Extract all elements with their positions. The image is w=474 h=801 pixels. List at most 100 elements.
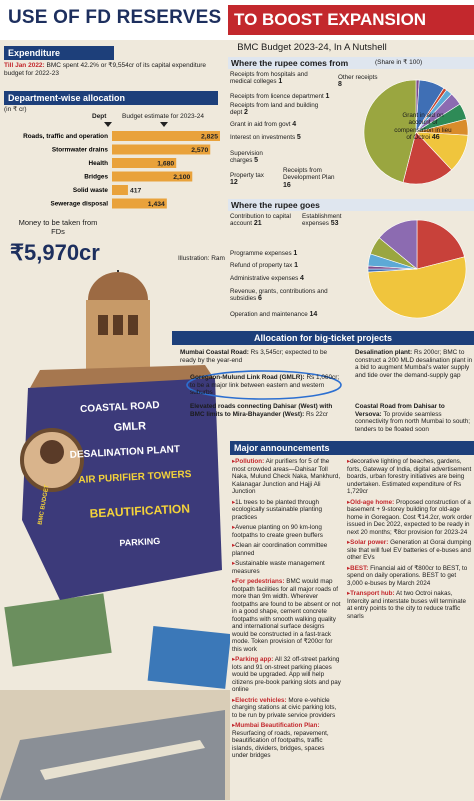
ellipse [186, 370, 342, 400]
sign-text: PARKING [119, 536, 160, 548]
pie-label: Interest on investments 5 [230, 134, 320, 141]
announcements-left: Pollution: Air purifiers for 5 of the mo… [232, 458, 342, 800]
project: Goregaon-Mulund Link Road (GMLR): Rs 1,0… [190, 374, 340, 397]
announcement-text: Air purifiers for 5 of the most crowded … [232, 458, 341, 495]
project: Elevated roads connecting Dahisar (West)… [190, 403, 340, 418]
pie-label-text: Refund of property tax [230, 262, 293, 269]
announcements-right: decorative lighting of beaches, gardens,… [347, 458, 472, 800]
pie-label-value: 4 [292, 121, 297, 128]
pie-label: Receipts from land and building dept 2 [230, 102, 320, 117]
pie-label: Contribution to capital account 21 [230, 213, 292, 228]
pie-label-value: 4 [300, 275, 304, 282]
announcement-lead: Transport hub: [350, 590, 395, 597]
announcement-text: Financial aid of ₹800cr to BEST, to spen… [347, 564, 468, 587]
category-label: Roads, traffic and operation [23, 133, 108, 140]
pie-label-value: 5 [296, 134, 301, 141]
pie-label-text: Revenue, grants, contributions and subsi… [230, 288, 328, 303]
comes-heading-row [228, 57, 474, 69]
pie-label: Grant in aid on account of compensation … [392, 112, 454, 141]
pie-label-value: 53 [330, 220, 339, 228]
window [113, 315, 123, 335]
allocation-unit: (in ₹ cr) [4, 106, 27, 113]
pie-label: Supervision charges 5 [230, 150, 278, 165]
arrow [160, 122, 168, 127]
announcement: For pedestrians: BMC would map footpath … [232, 578, 342, 653]
announcements-heading: Major announcements [230, 441, 474, 455]
pie-label: Administrative expenses 4 [230, 275, 350, 282]
pie-label-text: Receipts from hospitals and medical coll… [230, 71, 308, 86]
announcement-lead: Pollution: [235, 458, 265, 465]
bar [112, 171, 193, 182]
value-label: 2,825 [201, 134, 218, 141]
expenditure-text: Till Jan 2022: BMC spent 42.2% or ₹9,554… [4, 62, 219, 77]
category-label: Sewerage disposal [50, 201, 108, 208]
subtitle: BMC Budget 2023-24, In A Nutshell [237, 42, 387, 53]
announcement: Avenue planting on 90 km-long footpaths … [232, 524, 342, 539]
announcement: Sustainable waste management measures [232, 560, 342, 575]
pie-slice [378, 219, 418, 270]
project-name: Goregaon-Mulund Link Road (GMLR): [190, 374, 305, 381]
pie-label-value: 12 [230, 179, 238, 187]
value-label: 2,570 [191, 147, 208, 154]
comes-heading: Where the rupee comes from [231, 58, 349, 68]
category-header: Dept [92, 113, 107, 120]
pie-chart [363, 79, 469, 185]
expenditure-heading: Expenditure [4, 46, 114, 60]
sign-text: COASTAL ROAD [80, 400, 160, 415]
announcement-lead: Mumbai Beautification Plan: [235, 722, 320, 729]
bar [112, 158, 177, 168]
announcement-lead: Solar power: [350, 539, 389, 546]
project: Desalination plant: Rs 200cr; BMC to con… [355, 349, 473, 379]
announcement: Mumbai Beautification Plan: Resurfacing … [232, 722, 342, 760]
pie-label: Revenue, grants, contributions and subsi… [230, 288, 340, 303]
category-label: Solid waste [73, 187, 109, 194]
project-name: Elevated roads connecting Dahisar (West)… [190, 403, 333, 418]
pie-label-text: Property tax [230, 172, 264, 179]
portrait-face [40, 440, 64, 464]
announcement: 1L trees to be planted through ecologica… [232, 499, 342, 522]
comes-note: (Share in ₹ 100) [375, 59, 423, 66]
allocation-heading: Department-wise allocation [4, 91, 218, 105]
pie-label: Receipts from hospitals and medical coll… [230, 71, 325, 86]
window [98, 315, 108, 335]
project-name: Desalination plant: [355, 349, 413, 356]
announcement-text: BMC would map footpath facilities for al… [232, 578, 341, 653]
pie-label-text: Establishment expenses [302, 213, 342, 228]
bar [112, 185, 128, 195]
project: Mumbai Coastal Road: Rs 3,545cr; expecte… [180, 349, 338, 364]
announcement-text: All 32 off-street parking lots and 91 on… [232, 656, 341, 693]
project-text: Rs 1,060cr; to be a major link between e… [190, 374, 340, 397]
goes-heading-row [228, 199, 474, 211]
value-label: 1,434 [148, 201, 165, 208]
project-text: Rs 200cr; BMC to construct a 200 MLD des… [355, 349, 473, 379]
pie-label-text: Receipts from Development Plan [283, 167, 335, 182]
announcement-text: Proposed construction of a basement + 9-… [347, 498, 472, 536]
announcement: BEST: Financial aid of ₹800cr to BEST, t… [347, 565, 472, 588]
pie-slice [416, 219, 465, 270]
fd-label: Money to be taken from FDs [18, 218, 98, 236]
project-name: Coastal Road from Dahisar to Versova: [355, 403, 445, 418]
announcement-text: Resurfacing of roads, repavement, beauti… [232, 729, 329, 760]
announcement-text: Generation at Gorai dumping site that wi… [347, 539, 472, 561]
pie-label-value: 1 [294, 262, 298, 269]
announcement: Solar power: Generation at Gorai dumping… [347, 539, 472, 562]
pie-label-value: 5 [254, 157, 259, 165]
pie-label-text: Grant in aid from govt [230, 121, 291, 128]
arrow [104, 122, 112, 127]
announcement-text: decorative lighting of beaches, gardens,… [347, 458, 472, 495]
announcement: Pollution: Air purifiers for 5 of the mo… [232, 458, 342, 496]
pie-label: Receipts from licence department 1 [230, 93, 340, 100]
pie-label-value: 46 [431, 133, 440, 141]
sign-block [22, 378, 222, 600]
project: Coastal Road from Dahisar to Versova: To… [355, 403, 473, 433]
pie-label: Establishment expenses 53 [302, 213, 364, 228]
pie-label-value: 8 [338, 81, 342, 89]
value-header: Budget estimate for 2023-24 [122, 113, 205, 120]
window [128, 315, 138, 335]
bar [112, 131, 220, 141]
category-label: Stormwater drains [52, 147, 109, 154]
announcement-text: More e-vehicle charging stations at civi… [232, 696, 337, 719]
pie-label: Other receipts 8 [338, 74, 378, 89]
sign-text: BEAUTIFICATION [89, 501, 190, 520]
